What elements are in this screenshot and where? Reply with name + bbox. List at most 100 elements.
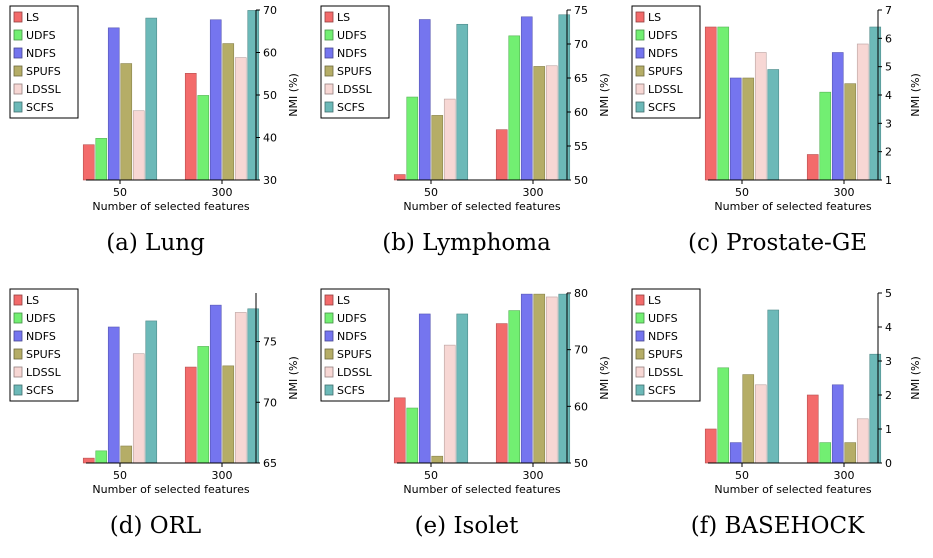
bar-ls-300 <box>184 366 197 464</box>
legend-label-udfs: UDFS <box>337 29 367 42</box>
legend-swatch-scfs <box>324 101 334 113</box>
legend-label-scfs: SCFS <box>337 384 365 397</box>
legend-label-spufs: SPUFS <box>337 65 372 78</box>
bar-spufs-300 <box>533 293 546 464</box>
bar-spufs-50 <box>120 445 133 464</box>
legend-label-ldssl: LDSSL <box>648 366 684 379</box>
x-tick-label: 300 <box>212 186 233 199</box>
y-tick-label: 75 <box>574 4 588 17</box>
bar-ldssl-50 <box>132 110 145 181</box>
bar-ndfs-300 <box>209 19 222 181</box>
x-tick-label: 300 <box>834 469 855 482</box>
bar-spufs-50 <box>431 455 444 464</box>
bar-ls-50 <box>393 174 406 181</box>
bar-ls-50 <box>82 144 95 181</box>
bar-ls-300 <box>806 394 819 464</box>
bar-ndfs-50 <box>729 442 742 464</box>
bar-ndfs-300 <box>831 384 844 464</box>
y-axis-title: NMI (%) <box>287 73 300 117</box>
bar-scfs-300 <box>558 293 571 464</box>
bar-scfs-50 <box>145 320 158 464</box>
bar-ldssl-300 <box>234 57 247 181</box>
bar-ldssl-50 <box>754 52 767 181</box>
bar-udfs-50 <box>95 138 108 181</box>
chart-panel-3: 50 300 65 70 75 Number of selected features NM… <box>0 283 311 558</box>
y-tick-label: 7 <box>885 4 892 17</box>
legend-swatch-ndfs <box>13 330 23 342</box>
legend-label-ls: LS <box>648 11 661 24</box>
y-tick-label: 3 <box>885 117 892 130</box>
bar-ldssl-300 <box>856 418 869 464</box>
legend-box <box>9 5 79 119</box>
legend-label-udfs: UDFS <box>26 29 56 42</box>
y-tick-label: 1 <box>885 423 892 436</box>
x-axis-title: Number of selected features <box>92 483 249 496</box>
legend-label-udfs: UDFS <box>648 312 678 325</box>
bar-ndfs-50 <box>418 313 431 464</box>
legend-label-spufs: SPUFS <box>648 348 683 361</box>
bar-udfs-50 <box>406 96 419 181</box>
bar-scfs-300 <box>247 308 260 464</box>
legend-label-spufs: SPUFS <box>648 65 683 78</box>
y-tick-label: 60 <box>263 47 277 60</box>
legend-box <box>320 288 390 402</box>
legend-swatch-spufs <box>13 348 23 360</box>
y-axis-title: NMI (%) <box>598 73 611 117</box>
legend-swatch-ls <box>324 11 334 23</box>
x-tick-label: 50 <box>735 186 749 199</box>
bar-ldssl-300 <box>545 65 558 181</box>
panel-caption: (d) ORL <box>109 513 202 539</box>
bar-ldssl-50 <box>132 353 145 464</box>
legend-label-ndfs: NDFS <box>337 47 367 60</box>
y-tick-label: 4 <box>885 89 892 102</box>
legend-swatch-udfs <box>324 312 334 324</box>
legend-swatch-ndfs <box>324 47 334 59</box>
legend-swatch-ls <box>635 294 645 306</box>
y-tick-label: 5 <box>885 287 892 300</box>
panel-caption: (e) Isolet <box>414 513 519 539</box>
legend-swatch-ldssl <box>13 366 23 378</box>
legend-swatch-ndfs <box>635 330 645 342</box>
bar-spufs-50 <box>120 63 133 181</box>
y-tick-label: 40 <box>263 132 277 145</box>
legend-swatch-ldssl <box>324 83 334 95</box>
x-axis-title: Number of selected features <box>403 200 560 213</box>
bar-scfs-300 <box>869 26 882 181</box>
legend-label-spufs: SPUFS <box>337 348 372 361</box>
legend-label-scfs: SCFS <box>26 384 54 397</box>
x-axis-title: Number of selected features <box>714 483 871 496</box>
legend-swatch-ndfs <box>13 47 23 59</box>
y-tick-label: 50 <box>574 174 588 187</box>
bar-spufs-50 <box>431 115 444 181</box>
legend-label-scfs: SCFS <box>26 101 54 114</box>
legend-swatch-udfs <box>324 29 334 41</box>
bar-ls-300 <box>495 129 508 181</box>
y-tick-label: 75 <box>263 336 277 349</box>
legend: LS UDFS NDFS SPUFS LDSSL SCFS <box>631 288 701 402</box>
bar-chart-svg: 50 300 0 1 2 3 4 5 Number of selected features NM… <box>631 287 922 496</box>
legend-label-ndfs: NDFS <box>26 330 56 343</box>
bar-spufs-300 <box>844 442 857 464</box>
legend-box <box>631 5 701 119</box>
y-tick-label: 80 <box>574 287 588 300</box>
bar-udfs-300 <box>197 95 210 181</box>
x-tick-label: 50 <box>735 469 749 482</box>
chart-panel-0: 50 300 30 40 50 60 70 Number of selected featur… <box>0 0 311 275</box>
y-tick-label: 1 <box>885 174 892 187</box>
y-tick-label: 0 <box>885 457 892 470</box>
y-tick-label: 60 <box>574 400 588 413</box>
bar-ls-50 <box>704 26 717 181</box>
legend-label-scfs: SCFS <box>648 101 676 114</box>
y-tick-label: 30 <box>263 174 277 187</box>
bar-ndfs-300 <box>209 304 222 464</box>
y-axis-title: NMI (%) <box>287 356 300 400</box>
x-axis-title: Number of selected features <box>714 200 871 213</box>
legend-label-ndfs: NDFS <box>648 330 678 343</box>
y-tick-label: 70 <box>263 4 277 17</box>
bar-udfs-300 <box>819 442 832 464</box>
panel-caption: (c) Prostate-GE <box>687 230 867 256</box>
y-axis-title: NMI (%) <box>909 356 922 400</box>
bar-ldssl-300 <box>856 43 869 181</box>
y-axis-title: NMI (%) <box>909 73 922 117</box>
